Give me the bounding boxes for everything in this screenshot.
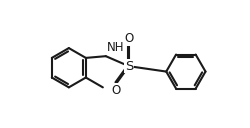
Text: S: S [125, 60, 133, 73]
Text: NH: NH [107, 41, 125, 54]
Text: O: O [124, 32, 134, 45]
Text: O: O [111, 84, 120, 97]
